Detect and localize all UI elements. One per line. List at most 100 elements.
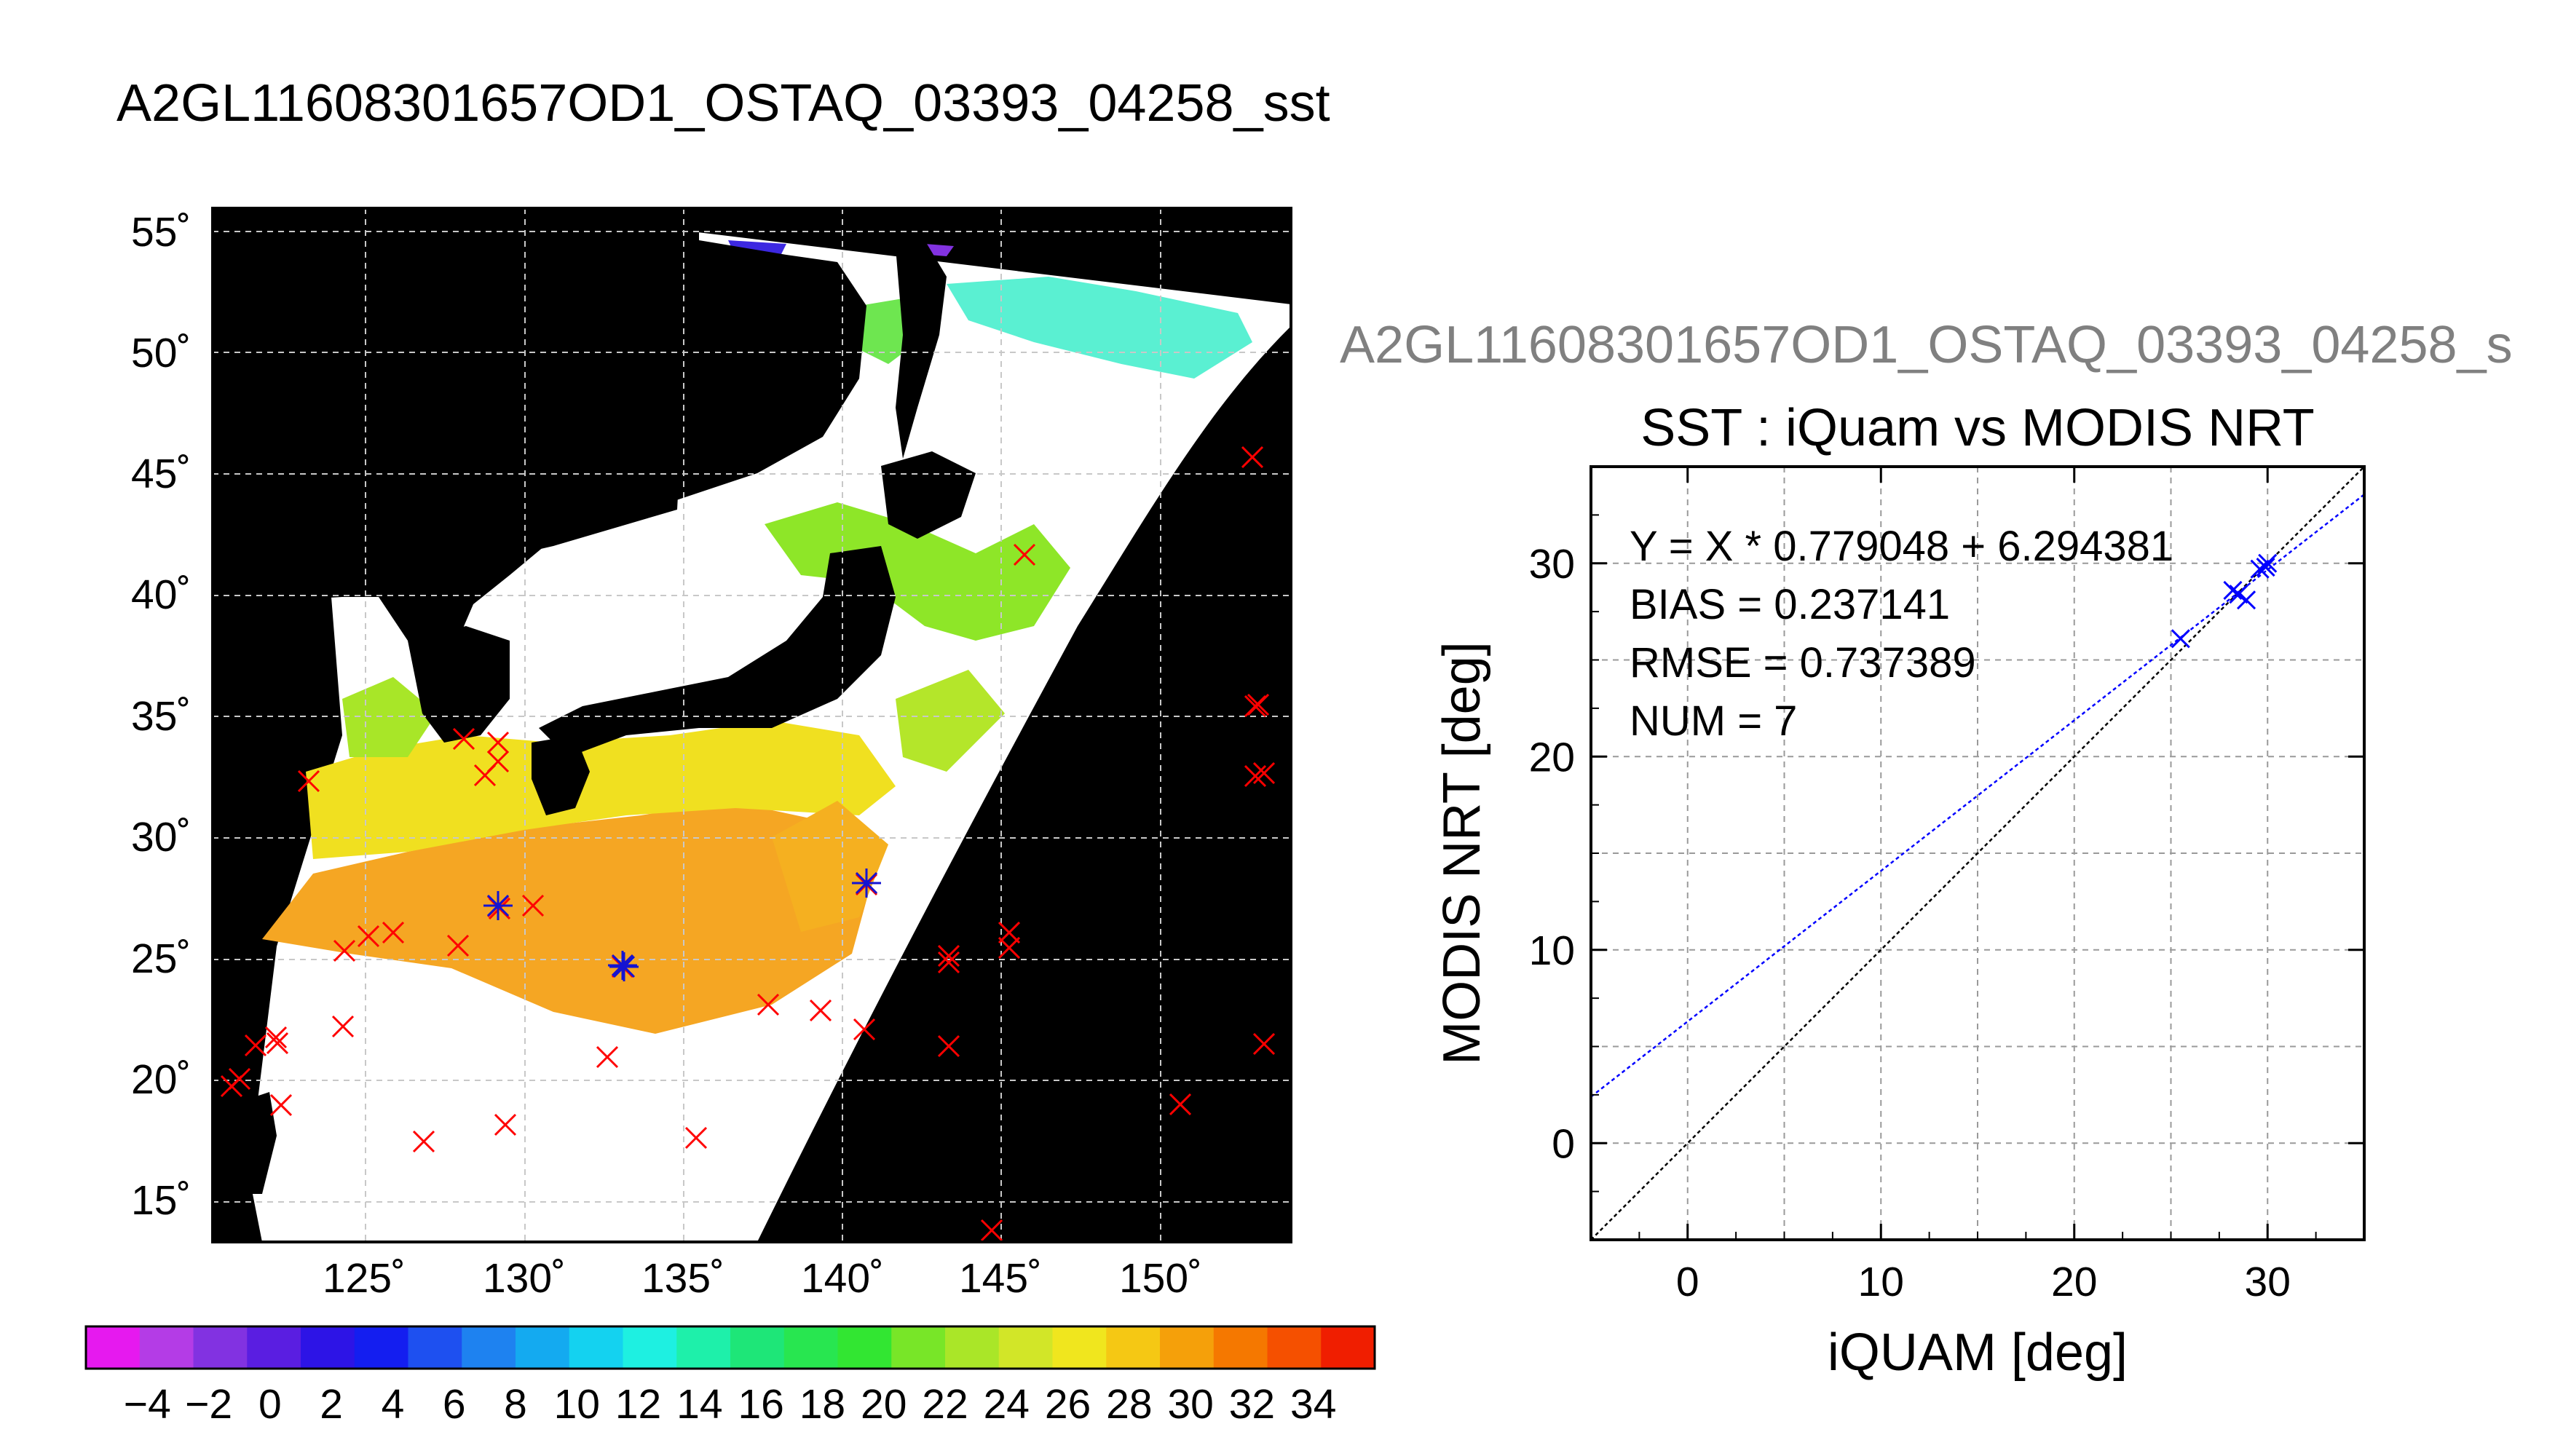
scatter-points [2171,553,2278,649]
colorbar-swatch [139,1326,194,1369]
scatter-lines [1591,467,2364,1240]
colorbar-tick-label: 34 [1290,1381,1336,1428]
lat-label-30: 30˚ [131,814,191,860]
red-x-marker [486,731,510,754]
lon-label-145: 145˚ [959,1255,1042,1302]
colorbar-tick-label: −4 [124,1381,171,1428]
stats-rmse: RMSE = 0.737389 [1630,639,1976,687]
scatter-stats: Y = X * 0.779048 + 6.294381 BIAS = 0.237… [1630,523,2173,745]
colorbar-swatch [998,1326,1053,1369]
colorbar-tick-label: 12 [615,1381,661,1428]
map-markers [220,446,1276,1242]
red-x-marker [266,1032,289,1055]
colorbar-swatch [1160,1326,1215,1369]
colorbar-swatch [247,1326,301,1369]
colorbar-tick-label: −2 [185,1381,232,1428]
red-x-marker [980,1219,1003,1242]
map-lon-labels: 125˚ 130˚ 135˚ 140˚ 145˚ 150˚ [323,1255,1202,1302]
scatter-point [2256,557,2275,577]
scatter-ticks: 0 10 20 30 0 10 20 30 [1529,466,2365,1305]
red-x-marker [998,921,1021,944]
red-x-marker [382,921,405,944]
identity-line [1591,467,2364,1240]
lon-label-150: 150˚ [1119,1255,1202,1302]
colorbar-tick-label: 18 [799,1381,845,1428]
red-x-marker [684,1126,708,1150]
colorbar-swatch [623,1326,677,1369]
lon-label-130: 130˚ [483,1255,566,1302]
red-x-marker [297,769,320,793]
scatter-point [2250,559,2270,579]
red-x-marker [853,1018,876,1041]
lon-label-140: 140˚ [801,1255,884,1302]
colorbar-swatch [1052,1326,1107,1369]
red-x-marker [333,939,356,962]
colorbar-swatch [1321,1326,1375,1369]
land-taiwan [237,1092,277,1194]
colorbar-tick-label: 10 [554,1381,600,1428]
colorbar-swatch [408,1326,462,1369]
lat-label-25: 25˚ [131,935,191,982]
stats-fit-equation: Y = X * 0.779048 + 6.294381 [1630,523,2173,570]
lat-label-15: 15˚ [131,1177,191,1224]
colorbar-swatch [354,1326,408,1369]
lat-label-45: 45˚ [131,451,191,497]
red-x-marker [809,999,832,1022]
y-tick-label: 0 [1552,1120,1575,1167]
sst-orange-east [772,801,888,932]
colorbar: −4 −2 0 2 4 6 8 10 12 14 16 18 20 22 24 26 28 30 32 34 [84,1325,1376,1428]
scatter-title: SST : iQuam vs MODIS NRT [1640,399,2315,457]
colorbar-swatch [301,1326,355,1369]
colorbar-tick-label: 24 [984,1381,1030,1428]
scatter-xlabel: iQUAM [deg] [1828,1324,2128,1382]
x-tick-label: 0 [1676,1259,1699,1305]
colorbar-swatch [945,1326,1000,1369]
colorbar-swatch [569,1326,623,1369]
red-x-marker [596,1045,619,1069]
lat-label-55: 55˚ [131,209,191,256]
red-x-marker [264,1026,288,1049]
land-korea [408,626,510,743]
colorbar-swatch [1213,1326,1268,1369]
colorbar-swatch [730,1326,785,1369]
blue-asterisk-marker [852,869,881,898]
red-x-marker [1013,543,1036,566]
lat-label-40: 40˚ [131,571,191,618]
red-x-marker [1169,1093,1192,1116]
sst-green-south [896,670,1005,772]
scatter-ylabel: MODIS NRT [deg] [1433,641,1491,1065]
land-luzon [213,1187,262,1242]
red-x-marker [357,925,380,948]
red-x-marker [269,1093,293,1117]
red-x-marker [1244,764,1267,788]
colorbar-swatch [783,1326,838,1369]
blue-asterisk-marker [609,952,639,981]
colorbar-tick-label: 8 [504,1381,527,1428]
red-x-marker [1252,1032,1276,1056]
x-tick-label: 10 [1858,1259,1904,1305]
y-tick-label: 20 [1529,734,1575,780]
colorbar-tick-label: 16 [738,1381,783,1428]
red-x-marker [244,1034,267,1057]
land-honshu [539,546,896,757]
colorbar-tick-label: 20 [861,1381,907,1428]
colorbar-swatch [462,1326,516,1369]
colorbar-tick-label: 22 [922,1381,968,1428]
lat-label-20: 20˚ [131,1056,191,1103]
red-x-marker [757,993,780,1016]
colorbar-swatch [891,1326,946,1369]
stats-bias: BIAS = 0.237141 [1630,581,1950,628]
colorbar-swatch [1106,1326,1161,1369]
stats-num: NUM = 7 [1630,697,1797,745]
scatter-point [2223,580,2243,600]
lat-label-35: 35˚ [131,693,191,740]
sst-orange-region [262,801,874,1034]
red-x-marker [494,1113,517,1136]
red-x-marker [998,936,1021,960]
colorbar-swatch [676,1326,731,1369]
scatter-gridlines [1591,467,2364,1240]
sst-green-region [765,502,1070,641]
red-x-marker [473,764,497,787]
land-asia [213,208,866,655]
colorbar-swatch [86,1326,141,1369]
